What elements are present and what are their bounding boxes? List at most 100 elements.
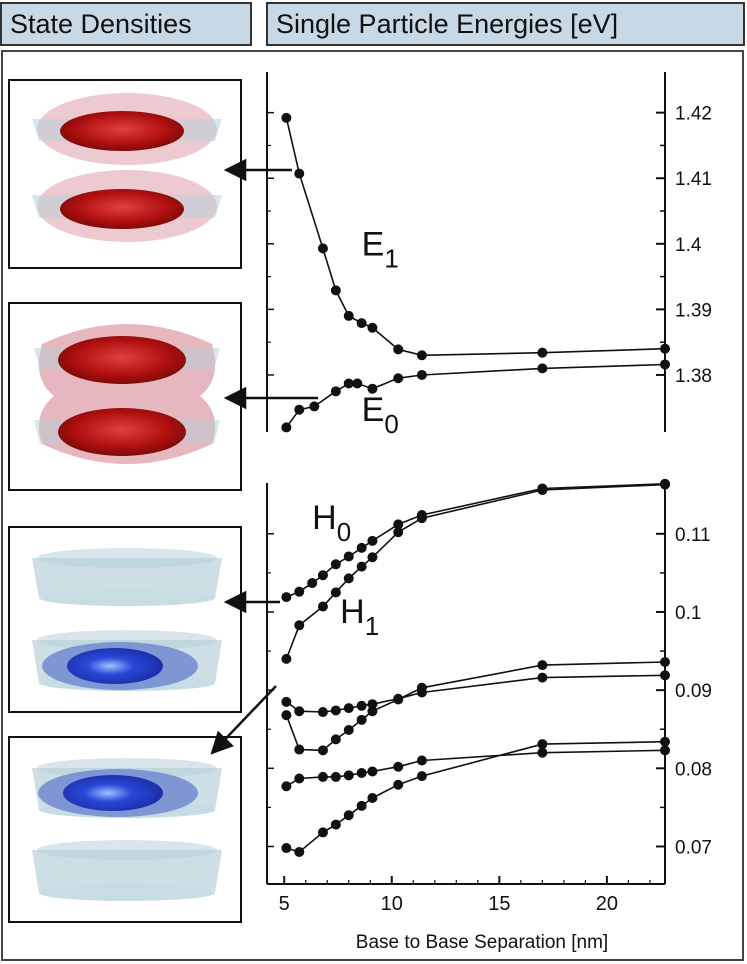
data-point	[393, 761, 404, 772]
x-tick-label: 20	[596, 893, 618, 915]
data-point	[330, 386, 341, 397]
data-point	[537, 347, 548, 358]
data-point	[416, 369, 427, 380]
density-panel-h0	[8, 526, 242, 713]
data-point	[294, 744, 305, 755]
data-point	[416, 350, 427, 361]
y-tick-label: 0.09	[675, 681, 712, 702]
data-point	[317, 707, 328, 718]
data-point	[330, 819, 341, 830]
data-point	[294, 773, 305, 784]
density-panel-h1	[8, 736, 242, 923]
data-point	[281, 592, 292, 603]
data-point	[367, 766, 378, 777]
data-point	[356, 542, 367, 553]
x-axis-label: Base to Base Separation [nm]	[356, 932, 608, 953]
data-point	[330, 734, 341, 745]
data-point	[537, 747, 548, 758]
data-point	[281, 696, 292, 707]
data-point	[537, 739, 548, 750]
data-point	[537, 672, 548, 683]
series-label-E1: E1	[362, 226, 399, 274]
data-point	[367, 793, 378, 804]
data-point	[343, 378, 354, 389]
series-line-hole-4	[285, 749, 666, 787]
data-point	[317, 243, 328, 254]
series-line-electron-E1	[285, 117, 666, 357]
data-point	[367, 699, 378, 710]
hole-density-h1-icon	[32, 758, 222, 901]
data-point	[343, 310, 354, 321]
data-point	[330, 285, 341, 296]
y-tick-label: 1.39	[675, 300, 712, 321]
electron-density-e0-icon	[34, 324, 220, 464]
data-point	[281, 422, 292, 433]
data-point	[330, 587, 341, 598]
data-point	[660, 359, 670, 370]
data-point	[294, 706, 305, 717]
data-point	[317, 570, 328, 581]
series-label-E0: E0	[362, 391, 399, 439]
data-point	[356, 700, 367, 711]
density-panel-e0	[8, 302, 242, 491]
data-point	[356, 318, 367, 329]
data-point	[537, 363, 548, 374]
data-point	[660, 479, 670, 490]
data-point	[660, 343, 670, 354]
data-point	[281, 843, 292, 854]
data-point	[294, 404, 305, 415]
data-point	[317, 827, 328, 838]
data-point	[294, 586, 305, 597]
data-point	[330, 705, 341, 716]
data-point	[416, 513, 427, 524]
data-point	[416, 755, 427, 766]
y-tick-label: 1.38	[675, 366, 712, 387]
data-point	[660, 670, 670, 681]
data-point	[537, 485, 548, 496]
y-tick-label: 0.1	[675, 603, 701, 624]
arrow-h1	[210, 685, 277, 755]
hole-density-h0-icon	[32, 548, 222, 691]
y-tick-label: 0.07	[675, 837, 712, 858]
data-point	[660, 736, 670, 747]
data-point	[416, 771, 427, 782]
data-point	[367, 322, 378, 333]
series-line-electron-E0	[285, 363, 666, 428]
density-panel-e1	[8, 79, 242, 269]
data-point	[281, 112, 292, 123]
data-point	[537, 660, 548, 671]
data-point	[294, 846, 305, 857]
series-line-hole-5	[286, 740, 666, 853]
data-point	[393, 344, 404, 355]
data-point	[317, 601, 328, 612]
electron-density-e1-icon	[32, 93, 222, 242]
data-point	[356, 768, 367, 779]
data-point	[660, 657, 670, 668]
header-single-particle-energies: Single Particle Energies [eV]	[266, 2, 745, 46]
data-point	[367, 552, 378, 563]
series-line-hole-2	[285, 674, 666, 713]
data-point	[416, 682, 427, 693]
data-point	[356, 800, 367, 811]
data-point	[281, 781, 292, 792]
series-line-hole-H1	[285, 483, 666, 660]
x-tick-label: 15	[488, 893, 510, 915]
x-tick-label: 5	[279, 893, 290, 915]
series-label-H0: H0	[312, 499, 351, 547]
data-point	[660, 745, 670, 756]
y-tick-label: 0.08	[675, 759, 712, 780]
data-point	[356, 714, 367, 725]
series-label-H1: H1	[340, 593, 379, 641]
data-point	[343, 573, 354, 584]
data-point	[294, 168, 305, 179]
data-point	[281, 710, 292, 721]
data-point	[307, 578, 318, 589]
y-tick-label: 0.11	[675, 525, 711, 546]
data-point	[343, 725, 354, 736]
data-point	[343, 551, 354, 562]
data-point	[393, 779, 404, 790]
data-point	[393, 527, 404, 538]
data-point	[393, 373, 404, 384]
data-point	[330, 771, 341, 782]
